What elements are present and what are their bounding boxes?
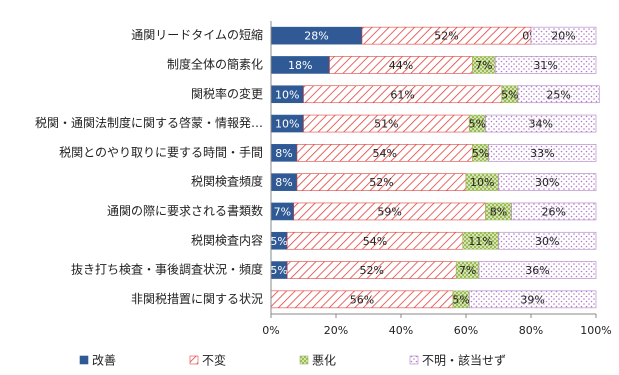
- data-label: 52%: [369, 176, 393, 189]
- bar-segment: [485, 114, 597, 133]
- data-label: 39%: [520, 293, 544, 306]
- data-label: 54%: [373, 147, 397, 160]
- bar-segment: [517, 85, 600, 104]
- data-label: 56%: [350, 293, 374, 306]
- data-label: 59%: [377, 205, 401, 218]
- category-label: 税関とのやり取りに要する時間・手間: [59, 145, 263, 159]
- data-label: 25%: [546, 88, 570, 101]
- category-label: 関税率の変更: [191, 86, 263, 101]
- category-label: 通関の際に要求される書類数: [107, 203, 263, 218]
- bar-segment: [498, 173, 597, 191]
- category-label: 通関リードタイムの短縮: [131, 27, 263, 42]
- legend-marker: [409, 355, 419, 365]
- data-label: 44%: [389, 59, 413, 72]
- legend-marker: [299, 355, 309, 365]
- x-tick-label: 0%: [262, 324, 279, 337]
- data-label: 28%: [304, 30, 328, 43]
- data-label: 20%: [551, 30, 575, 43]
- category-label: 税関・通関法制度に関する啓蒙・情報発…: [35, 115, 263, 130]
- category-label: 非関税措置に関する状況: [131, 291, 263, 306]
- data-label: 33%: [530, 147, 554, 160]
- legend-marker: [189, 355, 199, 365]
- data-label: 5%: [469, 118, 486, 131]
- bar-segment: [478, 261, 597, 279]
- data-label: 52%: [434, 30, 458, 43]
- category-label: 税関検査内容: [191, 232, 263, 247]
- data-label: 8%: [275, 147, 292, 160]
- bar-segment: [488, 144, 597, 162]
- data-label: 7%: [459, 264, 476, 277]
- data-label: 7%: [475, 59, 492, 72]
- data-label: 5%: [270, 264, 287, 277]
- data-label: 52%: [360, 264, 384, 277]
- data-label: 10%: [275, 118, 299, 131]
- data-label: 34%: [529, 118, 553, 131]
- data-label: 10%: [470, 176, 494, 189]
- data-label: 5%: [452, 293, 469, 306]
- data-label: 7%: [274, 205, 291, 218]
- data-label: 11%: [468, 235, 492, 248]
- data-label: 8%: [275, 176, 292, 189]
- x-tick-label: 40%: [389, 324, 413, 337]
- legend-marker: [79, 355, 89, 365]
- data-label: 18%: [288, 59, 312, 72]
- data-label: 30%: [535, 235, 559, 248]
- x-tick-label: 80%: [519, 324, 543, 337]
- data-label: 26%: [542, 205, 566, 218]
- x-tick-label: 60%: [454, 324, 478, 337]
- bar-segment: [494, 56, 597, 74]
- category-label: 制度全体の簡素化: [167, 56, 263, 71]
- x-tick-label: 20%: [324, 324, 348, 337]
- data-label: 5%: [501, 88, 518, 101]
- bar-segment: [530, 26, 597, 45]
- category-label: 抜き打ち検査・事後調査状況・頻度: [71, 262, 263, 277]
- data-label: 10%: [275, 88, 299, 101]
- data-label: 51%: [374, 118, 398, 131]
- legend-label: 不明・該当せず: [422, 353, 506, 368]
- bar-segment: [511, 202, 597, 221]
- category-label: 税関検査頻度: [191, 174, 263, 189]
- legend-label: 悪化: [312, 354, 336, 368]
- legend-label: 改善: [92, 353, 116, 368]
- data-label: 5%: [270, 235, 287, 248]
- data-label: 8%: [490, 205, 507, 218]
- data-label: 30%: [535, 176, 559, 189]
- data-label: 36%: [525, 264, 549, 277]
- data-label: 31%: [533, 59, 557, 72]
- legend-label: 不変: [202, 353, 226, 368]
- bar-segment: [498, 231, 597, 250]
- x-tick-label: 100%: [580, 324, 611, 337]
- bar-segment: [468, 290, 597, 309]
- data-label: 5%: [472, 147, 489, 160]
- data-label: 61%: [390, 88, 414, 101]
- data-label: 54%: [363, 235, 387, 248]
